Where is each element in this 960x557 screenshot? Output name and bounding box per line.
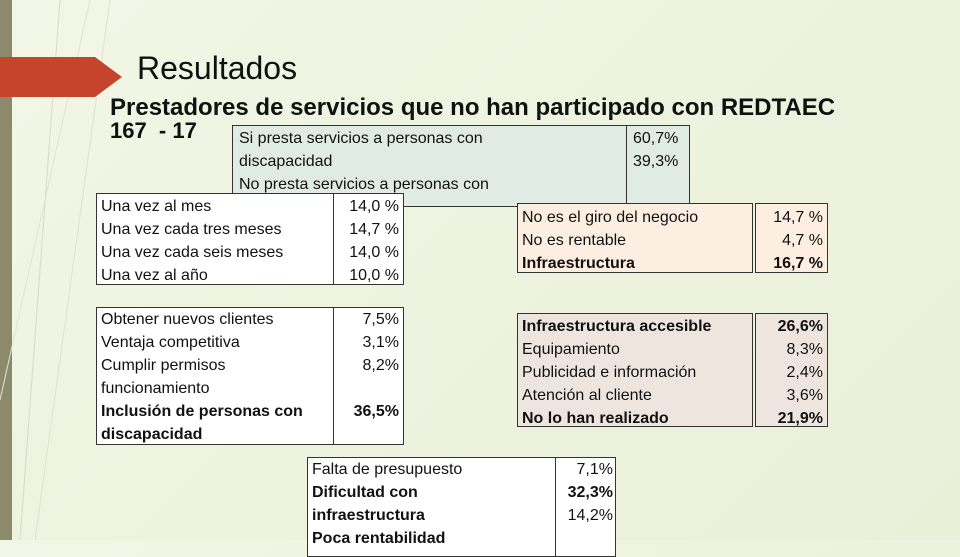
label: Una vez al mes (101, 198, 212, 215)
side-bar (0, 0, 12, 540)
value: 7,1% (576, 461, 613, 478)
value: 10,0 % (349, 267, 399, 284)
value: 26,6% (777, 318, 823, 335)
box-obstacles: Falta de presupuesto Dificultad con infr… (307, 457, 616, 557)
label: Dificultad con (312, 484, 418, 501)
value: 36,5% (353, 403, 399, 420)
value: 39,3% (633, 153, 679, 170)
box-service: Si presta servicios a personas con disca… (232, 125, 690, 207)
label: Infraestructura accesible (522, 318, 712, 335)
label: Publicidad e información (522, 364, 697, 381)
value: 3,1% (362, 334, 399, 351)
box-reasons: No es el giro del negocio No es rentable… (517, 203, 753, 273)
label: infraestructura (312, 507, 425, 524)
value: 14,2% (567, 507, 613, 524)
counts: 167 - 17 (110, 118, 197, 143)
labels: Una vez al mes Una vez cada tres meses U… (97, 194, 334, 284)
value: 32,3% (567, 484, 613, 501)
values: 60,7% 39,3% (627, 126, 689, 206)
labels: Falta de presupuesto Dificultad con infr… (308, 458, 556, 556)
label: funcionamiento (101, 380, 210, 397)
label: No es el giro del negocio (522, 209, 699, 226)
value: 21,9% (777, 410, 823, 427)
label: Una vez cada seis meses (101, 244, 284, 261)
background-decoration (0, 0, 122, 540)
label: Una vez al año (101, 267, 208, 284)
labels: Si presta servicios a personas con disca… (233, 126, 627, 206)
value: 60,7% (633, 130, 679, 147)
value: 14,0 % (349, 198, 399, 215)
label: Ventaja competitiva (101, 334, 240, 351)
label: Infraestructura (522, 255, 635, 272)
subtitle: Prestadores de servicios que no han part… (110, 94, 836, 121)
box-actions: Infraestructura accesible Equipamiento P… (517, 313, 753, 427)
value: 2,4% (786, 364, 823, 381)
values: 7,5% 3,1% 8,2% 36,5% (334, 308, 403, 444)
label: Atención al cliente (522, 387, 652, 404)
value: 7,5% (362, 311, 399, 328)
label: No presta servicios a personas con (239, 176, 489, 193)
label: Inclusión de personas con (101, 403, 303, 420)
label: Cumplir permisos (101, 357, 226, 374)
label: discapacidad (101, 426, 203, 443)
label: Una vez cada tres meses (101, 221, 282, 238)
label: discapacidad (239, 153, 333, 170)
value: 16,7 % (773, 255, 823, 272)
value: 14,0 % (349, 244, 399, 261)
label: Equipamiento (522, 341, 620, 358)
label: Obtener nuevos clientes (101, 311, 274, 328)
title-arrow (0, 57, 122, 97)
values: 14,0 % 14,7 % 14,0 % 10,0 % (334, 194, 403, 284)
title: Resultados (137, 50, 298, 86)
box-actions-values: 26,6% 8,3% 2,4% 3,6% 21,9% (755, 313, 828, 427)
box-reasons-values: 14,7 % 4,7 % 16,7 % (755, 203, 828, 273)
value: 14,7 % (349, 221, 399, 238)
labels: Obtener nuevos clientes Ventaja competit… (97, 308, 334, 444)
value: 14,7 % (773, 209, 823, 226)
values: 7,1% 32,3% 14,2% (556, 458, 615, 556)
value: 3,6% (786, 387, 823, 404)
box-benefits: Obtener nuevos clientes Ventaja competit… (96, 307, 404, 445)
value: 8,3% (786, 341, 823, 358)
label: Falta de presupuesto (312, 461, 463, 478)
value: 8,2% (362, 357, 399, 374)
label: Si presta servicios a personas con (239, 130, 483, 147)
box-frequency: Una vez al mes Una vez cada tres meses U… (96, 193, 404, 285)
label: No es rentable (522, 232, 627, 249)
label: No lo han realizado (522, 410, 669, 427)
label: Poca rentabilidad (312, 530, 446, 547)
spacer (338, 377, 399, 400)
value: 4,7 % (782, 232, 823, 249)
